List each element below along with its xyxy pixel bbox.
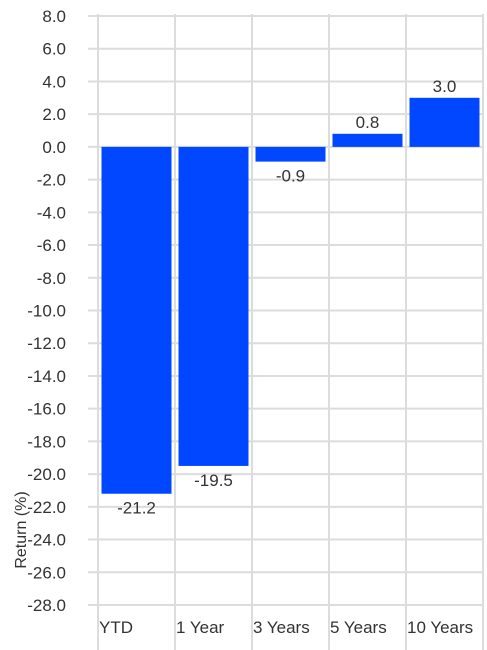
category-label: 10 Years (407, 618, 473, 637)
y-tick-label: -8.0 (37, 269, 66, 288)
bar (409, 97, 480, 147)
bar (178, 146, 249, 466)
y-tick-label: 2.0 (42, 105, 66, 124)
y-tick-label: 0.0 (42, 138, 66, 157)
y-tick-label: -26.0 (27, 563, 66, 582)
y-tick-label: -20.0 (27, 465, 66, 484)
bar (101, 146, 172, 494)
y-tick-label: -6.0 (37, 236, 66, 255)
bars (101, 97, 480, 494)
data-label: 0.8 (356, 113, 380, 132)
y-tick-label: -2.0 (37, 171, 66, 190)
y-tick-label: -24.0 (27, 531, 66, 550)
data-label: -0.9 (276, 167, 305, 186)
y-axis-label: Return (%) (13, 491, 30, 568)
category-labels: YTD 1 Year 3 Years 5 Years 10 Years (99, 618, 473, 637)
y-tick-label: -28.0 (27, 596, 66, 615)
category-label: YTD (99, 618, 133, 637)
category-label: 3 Years (253, 618, 310, 637)
y-tick-label: -16.0 (27, 400, 66, 419)
data-label: -21.2 (117, 499, 156, 518)
category-label: 1 Year (176, 618, 225, 637)
y-tick-label: -22.0 (27, 498, 66, 517)
y-tick-label: 8.0 (42, 7, 66, 26)
y-tick-label: -10.0 (27, 302, 66, 321)
y-tick-label: 6.0 (42, 40, 66, 59)
y-tick-label: -18.0 (27, 432, 66, 451)
bar (255, 146, 326, 162)
y-tick-label: -4.0 (37, 203, 66, 222)
y-tick-label: -12.0 (27, 334, 66, 353)
data-label: -19.5 (194, 471, 233, 490)
y-tick-label: 4.0 (42, 72, 66, 91)
category-label: 5 Years (330, 618, 387, 637)
data-labels: -21.2 -19.5 -0.9 0.8 3.0 (117, 77, 456, 518)
data-label: 3.0 (433, 77, 457, 96)
y-tick-labels: 8.0 6.0 4.0 2.0 0.0 -2.0 -4.0 -6.0 -8.0 -10.0 -12.… (27, 7, 66, 615)
y-tick-label: -14.0 (27, 367, 66, 386)
bar (332, 133, 403, 147)
